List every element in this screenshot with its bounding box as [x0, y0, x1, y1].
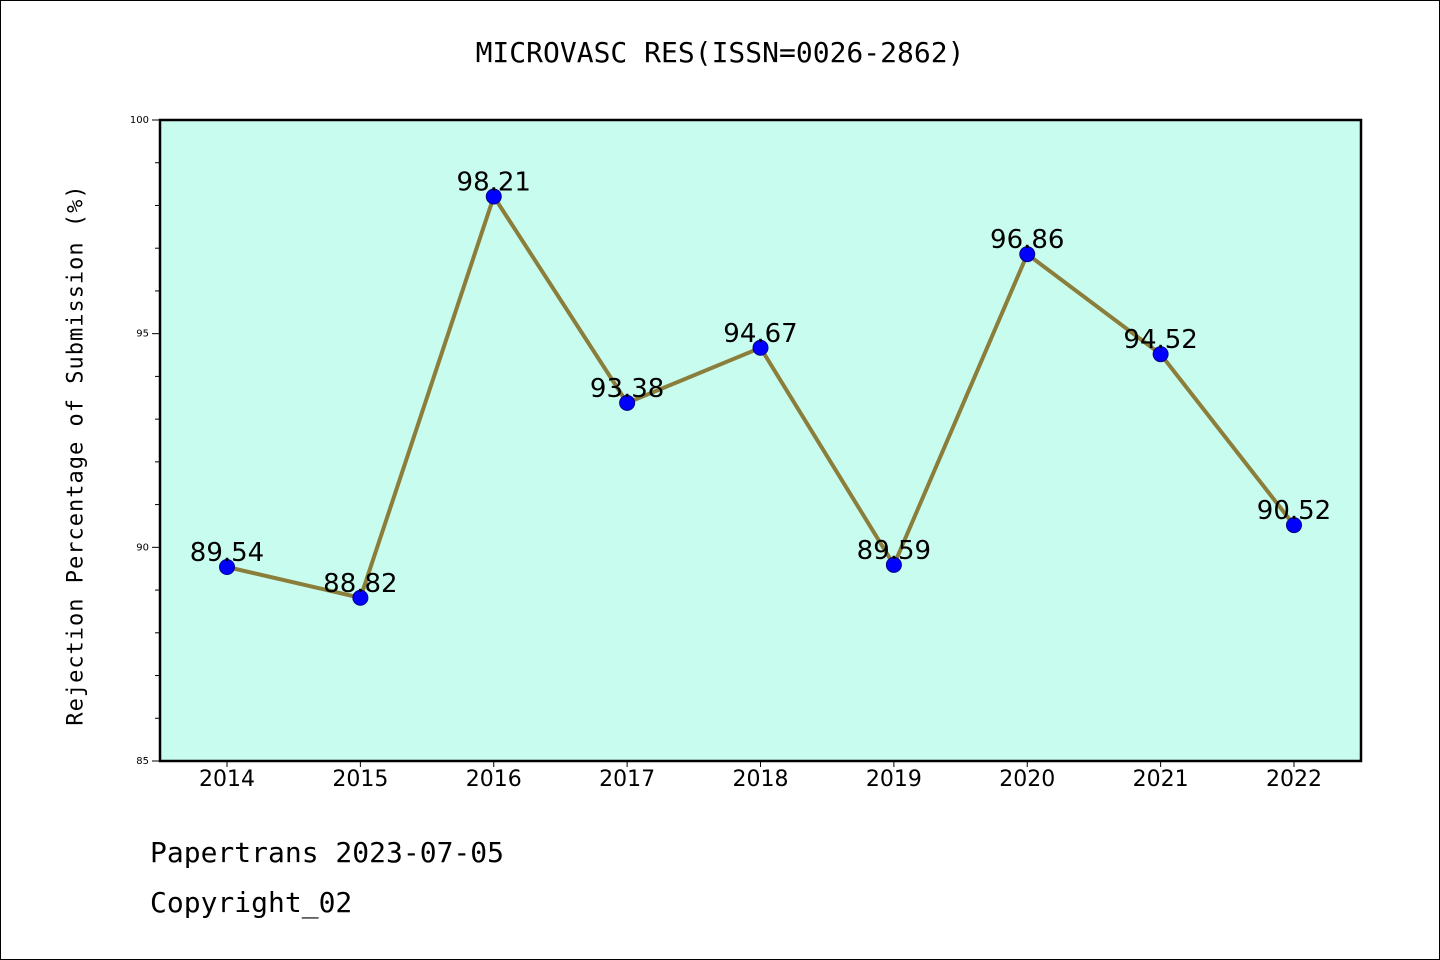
- y-axis-ticks: 85 90 95 100: [130, 115, 160, 767]
- data-label: 93.38: [590, 374, 664, 404]
- data-label: 89.59: [857, 536, 931, 566]
- x-axis-ticks: 2014 2015 2016 2017 2018 2019 2020 2021 2022: [199, 761, 1322, 792]
- x-tick-label: 2015: [332, 767, 388, 792]
- x-tick-label: 2022: [1266, 767, 1322, 792]
- footer-source: Papertrans 2023-07-05: [150, 836, 505, 869]
- data-label: 98.21: [457, 167, 531, 197]
- data-point: [485, 188, 502, 205]
- footer-copyright: Copyright_02: [150, 886, 353, 919]
- y-tick-label: 95: [136, 329, 149, 340]
- data-point: [885, 556, 902, 573]
- data-point: [219, 558, 235, 575]
- x-tick-label: 2016: [466, 767, 522, 792]
- data-label: 89.54: [190, 538, 264, 568]
- y-tick-label: 85: [136, 756, 149, 767]
- data-point: [752, 339, 769, 356]
- data-label: 90.52: [1257, 496, 1331, 526]
- data-labels-layer: 89.54 88.82 98.21 93.38 94.67 89.59 96.86 94.52…: [190, 167, 1331, 598]
- x-tick-label: 2017: [599, 767, 655, 792]
- y-tick-label: 100: [130, 115, 149, 126]
- plot-area: [158, 118, 1363, 763]
- y-tick-label: 90: [136, 542, 149, 553]
- data-point: [1152, 346, 1169, 363]
- series-layer: [219, 188, 1302, 606]
- x-tick-label: 2019: [866, 767, 922, 792]
- data-point: [1286, 517, 1302, 534]
- data-point: [352, 589, 369, 606]
- x-tick-label: 2020: [999, 767, 1055, 792]
- data-label: 88.82: [323, 569, 397, 599]
- x-tick-label: 2014: [199, 767, 255, 792]
- data-point: [1019, 246, 1036, 263]
- x-tick-label: 2021: [1133, 767, 1189, 792]
- x-tick-label: 2018: [733, 767, 789, 792]
- data-point: [619, 394, 636, 411]
- data-label: 94.67: [723, 319, 797, 349]
- chart-title: MICROVASC RES(ISSN=0026-2862): [475, 36, 965, 69]
- data-label: 94.52: [1123, 325, 1197, 355]
- data-label: 96.86: [990, 225, 1064, 255]
